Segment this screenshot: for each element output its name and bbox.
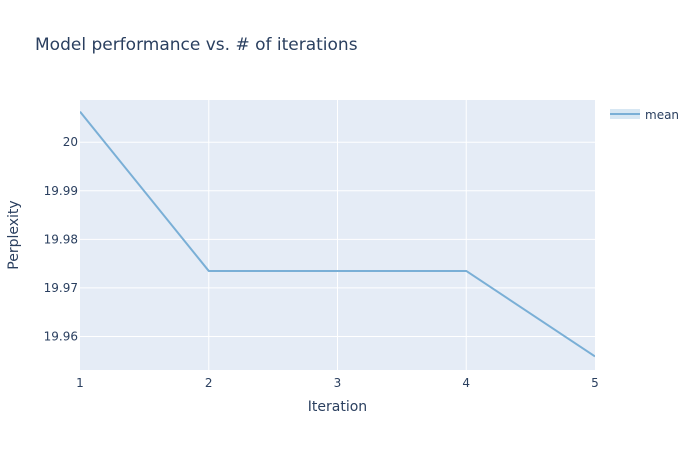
series-layer bbox=[80, 111, 595, 358]
y-tick-label: 19.98 bbox=[44, 232, 78, 246]
x-tick-labels: 1 2 3 4 5 bbox=[76, 376, 599, 390]
legend-item-mean: mean bbox=[645, 108, 679, 122]
y-tick-label: 19.99 bbox=[44, 184, 78, 198]
x-axis-title: Iteration bbox=[308, 399, 367, 415]
x-tick-label: 3 bbox=[334, 376, 342, 390]
x-tick-label: 2 bbox=[205, 376, 213, 390]
legend[interactable]: mean bbox=[610, 108, 679, 122]
chart-title: Model performance vs. # of iterations bbox=[35, 35, 358, 55]
y-tick-labels: 19.96 19.97 19.98 19.99 20 bbox=[44, 135, 78, 343]
x-tick-label: 1 bbox=[76, 376, 84, 390]
y-tick-label: 19.97 bbox=[44, 281, 78, 295]
x-tick-label: 5 bbox=[591, 376, 599, 390]
x-gridlines bbox=[208, 100, 467, 370]
y-gridlines bbox=[80, 141, 595, 337]
series-line-mean[interactable] bbox=[80, 111, 595, 358]
y-tick-label: 20 bbox=[63, 135, 78, 149]
y-tick-label: 19.96 bbox=[44, 329, 78, 343]
x-tick-label: 4 bbox=[462, 376, 470, 390]
y-axis-title: Perplexity bbox=[6, 200, 22, 269]
